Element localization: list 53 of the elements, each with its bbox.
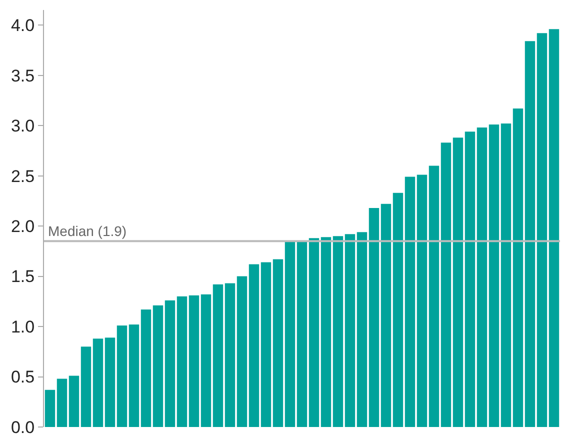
bar bbox=[44, 390, 56, 427]
bar bbox=[320, 237, 332, 427]
bar bbox=[212, 284, 224, 427]
bar bbox=[356, 232, 368, 427]
bar bbox=[56, 378, 68, 427]
y-tick-label: 1.5 bbox=[10, 267, 35, 286]
bar bbox=[332, 236, 344, 427]
bar bbox=[416, 174, 428, 427]
y-tick-label: 3.5 bbox=[10, 66, 35, 86]
bar bbox=[308, 238, 320, 427]
bar bbox=[200, 294, 212, 427]
bar bbox=[548, 29, 560, 427]
bar bbox=[296, 241, 308, 427]
bar bbox=[248, 264, 260, 427]
y-tick-label: 4.0 bbox=[10, 16, 35, 36]
y-tick-label: 1.0 bbox=[10, 317, 35, 336]
bar bbox=[236, 276, 248, 427]
bar bbox=[440, 142, 452, 427]
bar bbox=[452, 138, 464, 427]
bar bbox=[368, 208, 380, 427]
bar bbox=[488, 124, 500, 427]
bar bbox=[392, 192, 404, 427]
bar bbox=[512, 108, 524, 427]
bar bbox=[188, 295, 200, 427]
y-tick-label: 0.0 bbox=[10, 418, 35, 437]
bar bbox=[380, 204, 392, 427]
bar bbox=[116, 326, 128, 427]
bar bbox=[476, 128, 488, 427]
bar bbox=[260, 262, 272, 427]
y-tick-label: 2.5 bbox=[10, 166, 35, 186]
bar bbox=[68, 376, 80, 427]
bar bbox=[164, 300, 176, 427]
bar bbox=[428, 166, 440, 427]
bar bbox=[176, 296, 188, 427]
bar bbox=[80, 346, 92, 427]
bar bbox=[464, 132, 476, 427]
y-tick-label: 2.0 bbox=[10, 216, 35, 236]
bar bbox=[500, 124, 512, 427]
bar bbox=[524, 41, 536, 427]
bar bbox=[224, 283, 236, 427]
bar bbox=[92, 338, 104, 427]
y-tick-label: 3.0 bbox=[10, 116, 35, 136]
bar bbox=[104, 338, 116, 427]
ref-line-label: Median (1.9) bbox=[48, 223, 127, 239]
bar bbox=[152, 305, 164, 427]
bar bbox=[344, 234, 356, 427]
bar bbox=[536, 33, 548, 427]
bar bbox=[272, 259, 284, 427]
bar bbox=[284, 241, 296, 427]
y-tick-label: 0.5 bbox=[10, 368, 35, 387]
bar bbox=[128, 324, 140, 427]
bar bbox=[404, 176, 416, 427]
bar bbox=[140, 309, 152, 427]
